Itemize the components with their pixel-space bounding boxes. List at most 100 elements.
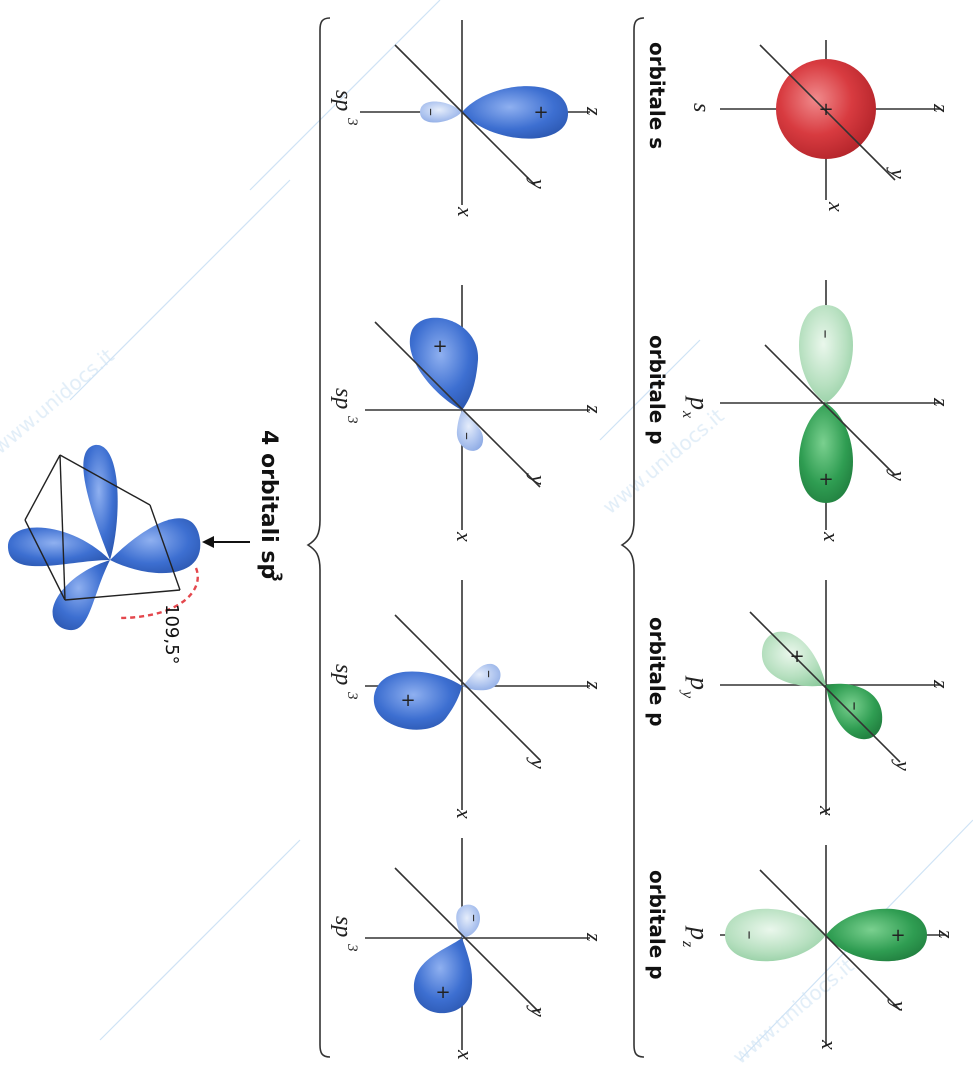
y-axis-line <box>394 867 541 1014</box>
y-axis-label: y <box>886 167 911 179</box>
row1-brace <box>620 17 645 1058</box>
z-axis-label: z <box>582 404 607 414</box>
sp3-orbital-panel-2: + – z y x sp 3 <box>330 285 607 542</box>
z-axis-label: z <box>929 103 954 113</box>
z-axis-label: z <box>582 680 607 690</box>
arrow-head-icon <box>202 536 214 548</box>
x-axis-label: x <box>453 206 478 217</box>
px-label-sub: x <box>679 410 696 418</box>
sp3-small-lobe <box>456 410 484 451</box>
y-axis-label: y <box>891 759 916 771</box>
z-axis-label: z <box>929 397 954 407</box>
pz-negative-lobe <box>725 908 826 962</box>
plus-sign: + <box>435 982 450 1003</box>
row2-brace <box>306 17 331 1058</box>
y-axis-line <box>749 611 901 763</box>
z-axis-label: z <box>929 679 954 689</box>
s-label: s <box>688 103 714 112</box>
y-axis-label: y <box>526 473 551 485</box>
tetrahedral-result: 4 orbitali sp 3 109,5° <box>7 430 284 665</box>
row-sp3-hybrids: + – z y x sp 3 + – z y x sp 3 <box>306 17 607 1060</box>
title-orbitale-py: orbitale p <box>645 617 669 727</box>
row-atomic-orbitals: + z y x s – + z y x p x <box>620 17 959 1058</box>
bond-angle-arc <box>117 567 199 620</box>
watermark-text: www.unidocs.it <box>0 344 119 459</box>
sp3-label-main: sp <box>330 664 356 685</box>
y-axis-label: y <box>526 757 551 769</box>
sp3-orbital-panel-1: + – z y x sp 3 <box>330 20 607 217</box>
plus-sign: + <box>432 336 447 357</box>
result-title-text: 4 orbitali sp <box>256 430 281 579</box>
x-axis-label: x <box>452 808 477 819</box>
px-label: p x <box>679 395 714 418</box>
s-orbital-sphere <box>776 59 876 159</box>
sp3-orbital-panel-3: + – z y x sp 3 <box>330 580 607 819</box>
minus-sign: – <box>739 931 760 940</box>
tetra-lobe-right <box>110 518 201 574</box>
tetrahedron-edges <box>24 454 181 601</box>
px-orbital-panel: – + z y x p x <box>679 280 954 542</box>
plus-sign: + <box>533 102 548 123</box>
x-axis-label: x <box>453 1049 478 1060</box>
result-title: 4 orbitali sp 3 <box>256 430 284 582</box>
minus-sign: – <box>844 702 865 711</box>
sp3-label: sp 3 <box>330 664 360 700</box>
py-label-main: p <box>685 675 714 690</box>
sp3-label-main: sp <box>330 388 356 409</box>
y-axis-line <box>759 869 901 1011</box>
minus-sign: – <box>465 914 484 922</box>
plus-sign: + <box>400 690 415 711</box>
minus-sign: – <box>422 108 441 116</box>
py-negative-lobe <box>826 683 883 740</box>
minus-sign: – <box>480 670 499 678</box>
sp3-label-sup: 3 <box>344 943 360 952</box>
sp3-large-lobe <box>409 317 479 410</box>
title-orbitale-px: orbitale p <box>645 335 669 445</box>
sp3-label: sp 3 <box>330 388 360 424</box>
sp3-small-lobe <box>456 904 481 938</box>
sp3-small-lobe <box>462 663 501 691</box>
tetra-lobe-top <box>83 444 118 560</box>
y-axis-line <box>394 44 536 186</box>
y-axis-label: y <box>526 1005 551 1017</box>
title-orbitale-pz: orbitale p <box>645 870 669 980</box>
plus-sign: + <box>818 469 833 490</box>
x-axis-label: x <box>819 531 844 542</box>
pz-positive-lobe <box>826 908 927 962</box>
px-label-main: p <box>685 395 714 410</box>
x-axis-label: x <box>815 805 840 816</box>
py-label-sub: y <box>679 689 696 699</box>
watermark-lines <box>69 0 973 1061</box>
z-axis-label: z <box>582 106 607 116</box>
s-orbital-panel: + z y x s <box>688 40 954 212</box>
pz-label: p z <box>679 925 714 948</box>
py-orbital-panel: + – z y x p y <box>679 580 954 816</box>
y-axis-line <box>764 344 896 476</box>
y-axis-line <box>374 321 541 488</box>
py-label: p y <box>679 675 714 699</box>
x-axis-label: x <box>452 531 477 542</box>
sp3-label-sup: 3 <box>344 691 360 700</box>
px-positive-lobe <box>799 403 853 503</box>
sp3-label-main: sp <box>330 916 356 937</box>
plus-sign: + <box>789 646 804 667</box>
bond-angle-label: 109,5° <box>161 604 182 665</box>
result-title-sup: 3 <box>268 572 284 582</box>
sp3-orbital-panel-4: + – z y x sp 3 <box>330 838 607 1060</box>
sp3-large-lobe <box>413 938 473 1014</box>
y-axis-label: y <box>886 469 911 481</box>
sp3-label: sp 3 <box>330 916 360 952</box>
y-axis-label: y <box>887 999 912 1011</box>
y-axis-label: y <box>526 177 551 189</box>
tetrahedral-sp3-shape <box>7 444 201 631</box>
sp3-small-lobe <box>420 101 462 123</box>
sp3-label-sup: 3 <box>344 415 360 424</box>
pz-label-main: p <box>685 925 714 940</box>
sp3-large-lobe <box>373 671 462 730</box>
x-axis-label: x <box>817 1039 842 1050</box>
plus-sign: + <box>890 925 905 946</box>
minus-sign: – <box>815 330 836 339</box>
y-axis-line <box>394 614 541 761</box>
title-orbitale-s: orbitale s <box>645 42 669 149</box>
